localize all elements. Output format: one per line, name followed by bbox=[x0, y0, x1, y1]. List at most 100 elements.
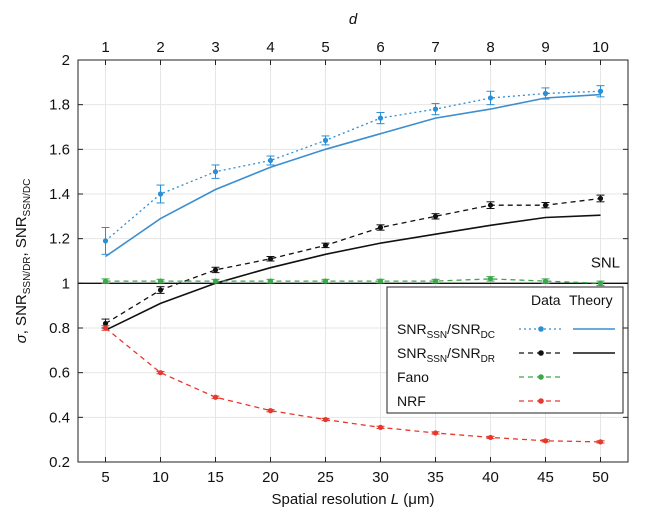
y-tick-label: 2 bbox=[62, 52, 70, 69]
data-point bbox=[597, 280, 604, 286]
legend-box bbox=[386, 286, 624, 414]
legend-label: SNRSSN/SNRDR bbox=[397, 345, 495, 365]
data-point bbox=[267, 278, 274, 284]
data-point bbox=[597, 88, 604, 94]
data-point bbox=[102, 238, 109, 244]
legend-data-marker bbox=[538, 350, 544, 356]
y-tick-label: 0.4 bbox=[49, 409, 70, 426]
data-point bbox=[212, 267, 219, 273]
x-tick-label: 25 bbox=[317, 469, 334, 486]
data-point bbox=[212, 394, 219, 400]
y-axis-label: σ, SNRSSN/DR, SNRSSN/DC bbox=[13, 179, 33, 344]
data-line bbox=[105, 278, 601, 284]
legend-data-marker bbox=[538, 326, 544, 332]
y-tick-label: 1.2 bbox=[49, 231, 70, 248]
y-tick-label: 0.8 bbox=[49, 320, 70, 337]
data-point bbox=[267, 256, 274, 262]
legend-data-marker bbox=[538, 374, 544, 380]
data-point bbox=[597, 195, 604, 202]
data-point bbox=[377, 424, 384, 430]
data-point bbox=[157, 191, 164, 197]
top-tick-label: 7 bbox=[431, 39, 439, 56]
top-tick-label: 1 bbox=[101, 39, 109, 56]
data-point bbox=[102, 325, 109, 331]
y-tick-label: 1.6 bbox=[49, 141, 70, 158]
data-point bbox=[542, 438, 549, 444]
data-point bbox=[377, 278, 384, 284]
data-point bbox=[157, 287, 164, 293]
data-point bbox=[432, 213, 439, 219]
data-point bbox=[597, 439, 604, 445]
y-tick-label: 1.4 bbox=[49, 186, 70, 203]
data-point bbox=[212, 169, 219, 175]
data-line bbox=[105, 327, 601, 443]
x-ticks: 5 10 15 20 25 30 35 40 45 50 bbox=[101, 457, 609, 486]
data-point bbox=[157, 278, 164, 284]
data-point bbox=[267, 408, 274, 414]
data-point bbox=[267, 157, 274, 164]
snl-reference: SNL bbox=[78, 254, 628, 285]
data-point bbox=[487, 434, 494, 441]
data-point bbox=[157, 370, 164, 376]
legend-header-data: Data bbox=[531, 292, 561, 308]
top-tick-label: 3 bbox=[211, 39, 219, 56]
y-tick-label: 1 bbox=[62, 275, 70, 292]
x-tick-label: 15 bbox=[207, 469, 224, 486]
top-axis-label: d bbox=[349, 11, 358, 28]
data-point bbox=[102, 320, 109, 327]
x-tick-label: 45 bbox=[537, 469, 554, 486]
y-tick-label: 0.2 bbox=[49, 454, 70, 471]
top-tick-label: 4 bbox=[266, 39, 274, 56]
legend: Data Theory SNRSSN/SNRDC SNRSSN/SNRDR Fano NR… bbox=[386, 286, 624, 414]
x-tick-label: 40 bbox=[482, 469, 499, 486]
top-tick-label: 9 bbox=[541, 39, 549, 56]
axis-labels: Spatial resolution L (μm) d σ, SNRSSN/DR, … bbox=[13, 11, 434, 508]
data-point bbox=[542, 278, 549, 284]
x-axis-label: Spatial resolution L (μm) bbox=[272, 491, 435, 508]
data-point bbox=[487, 95, 494, 101]
data-point bbox=[322, 242, 329, 248]
data-point bbox=[377, 224, 384, 231]
y-tick-label: 1.8 bbox=[49, 97, 70, 114]
top-tick-label: 2 bbox=[156, 39, 164, 56]
data-line bbox=[105, 90, 601, 242]
data-point bbox=[487, 202, 494, 208]
legend-header-theory: Theory bbox=[569, 292, 613, 308]
y-ticks: 0.2 0.4 0.6 0.8 1 1.2 1.4 1.6 1.8 2 bbox=[49, 52, 628, 471]
data-point bbox=[432, 278, 439, 284]
x-tick-label: 20 bbox=[262, 469, 279, 486]
data-point bbox=[432, 106, 439, 112]
legend-label: Fano bbox=[397, 369, 429, 385]
data-point bbox=[322, 137, 329, 143]
legend-data-marker bbox=[538, 398, 544, 404]
data-point bbox=[102, 278, 109, 284]
data-point bbox=[542, 202, 549, 208]
data-point bbox=[322, 278, 329, 284]
data-point bbox=[212, 278, 219, 284]
y-tick-label: 0.6 bbox=[49, 365, 70, 382]
data-point bbox=[542, 90, 549, 97]
x-tick-label: 35 bbox=[427, 469, 444, 486]
legend-label: NRF bbox=[397, 393, 426, 409]
data-point bbox=[432, 430, 439, 436]
series-group bbox=[101, 85, 605, 445]
theory-line bbox=[105, 214, 601, 331]
snl-label: SNL bbox=[591, 254, 620, 271]
top-tick-label: 8 bbox=[486, 39, 494, 56]
top-ticks: 1 2 3 4 5 6 7 8 9 10 bbox=[101, 39, 609, 65]
top-tick-label: 6 bbox=[376, 39, 384, 56]
x-tick-label: 50 bbox=[592, 469, 609, 486]
top-tick-label: 10 bbox=[592, 39, 609, 56]
top-tick-label: 5 bbox=[321, 39, 329, 56]
data-line bbox=[105, 197, 601, 325]
x-tick-label: 30 bbox=[372, 469, 389, 486]
x-tick-label: 10 bbox=[152, 469, 169, 486]
legend-label: SNRSSN/SNRDC bbox=[397, 321, 495, 341]
data-point bbox=[487, 276, 494, 282]
data-point bbox=[377, 115, 384, 121]
data-point bbox=[322, 416, 329, 423]
x-tick-label: 5 bbox=[101, 469, 109, 486]
plot-frame bbox=[77, 59, 629, 463]
theory-line bbox=[105, 93, 601, 258]
